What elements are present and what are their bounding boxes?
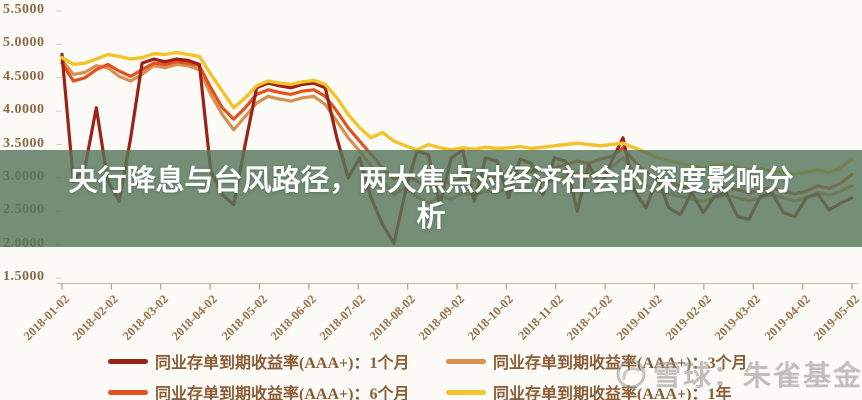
legend-label-1m: 同业存单到期收益率(AAA+)：1个月 bbox=[155, 355, 410, 372]
legend-label-1y: 同业存单到期收益率(AAA+)：1年 bbox=[493, 386, 732, 400]
legend-item-6m: 同业存单到期收益率(AAA+)：6个月 bbox=[108, 380, 446, 400]
y-axis-label: 3.5000 bbox=[3, 135, 45, 151]
watermark: 雪球：朱雀基金 bbox=[614, 354, 862, 394]
legend-label-6m: 同业存单到期收益率(AAA+)：6个月 bbox=[155, 386, 410, 400]
headline-line-1: 央行降息与台风路径，两大焦点对经济社会的深度影响分 bbox=[68, 164, 794, 197]
legend-item-3m: 同业存单到期收益率(AAA+)：3个月 bbox=[446, 349, 747, 373]
legend-swatch-1m bbox=[108, 358, 148, 364]
snowball-logo-icon bbox=[616, 359, 646, 389]
legend-swatch-1y bbox=[446, 389, 486, 395]
watermark-text: 雪球：朱雀基金 bbox=[653, 360, 862, 391]
headline-line-2: 析 bbox=[416, 200, 446, 233]
legend: 同业存单到期收益率(AAA+)：1个月 同业存单到期收益率(AAA+)：3个月 … bbox=[108, 349, 747, 400]
legend-label-3m: 同业存单到期收益率(AAA+)：3个月 bbox=[493, 355, 748, 372]
y-axis-label: 4.0000 bbox=[3, 102, 45, 118]
y-axis-label: 1.5000 bbox=[3, 269, 45, 284]
headline-banner: 央行降息与台风路径，两大焦点对经济社会的深度影响分 析 bbox=[0, 150, 862, 247]
legend-item-1y: 同业存单到期收益率(AAA+)：1年 bbox=[446, 380, 747, 400]
legend-swatch-6m bbox=[108, 389, 148, 395]
legend-swatch-3m bbox=[446, 358, 486, 364]
y-axis-label: 5.0000 bbox=[3, 35, 45, 51]
y-axis-label: 4.5000 bbox=[3, 68, 45, 84]
legend-item-1m: 同业存单到期收益率(AAA+)：1个月 bbox=[108, 349, 446, 373]
y-axis-label: 5.5000 bbox=[3, 2, 45, 17]
